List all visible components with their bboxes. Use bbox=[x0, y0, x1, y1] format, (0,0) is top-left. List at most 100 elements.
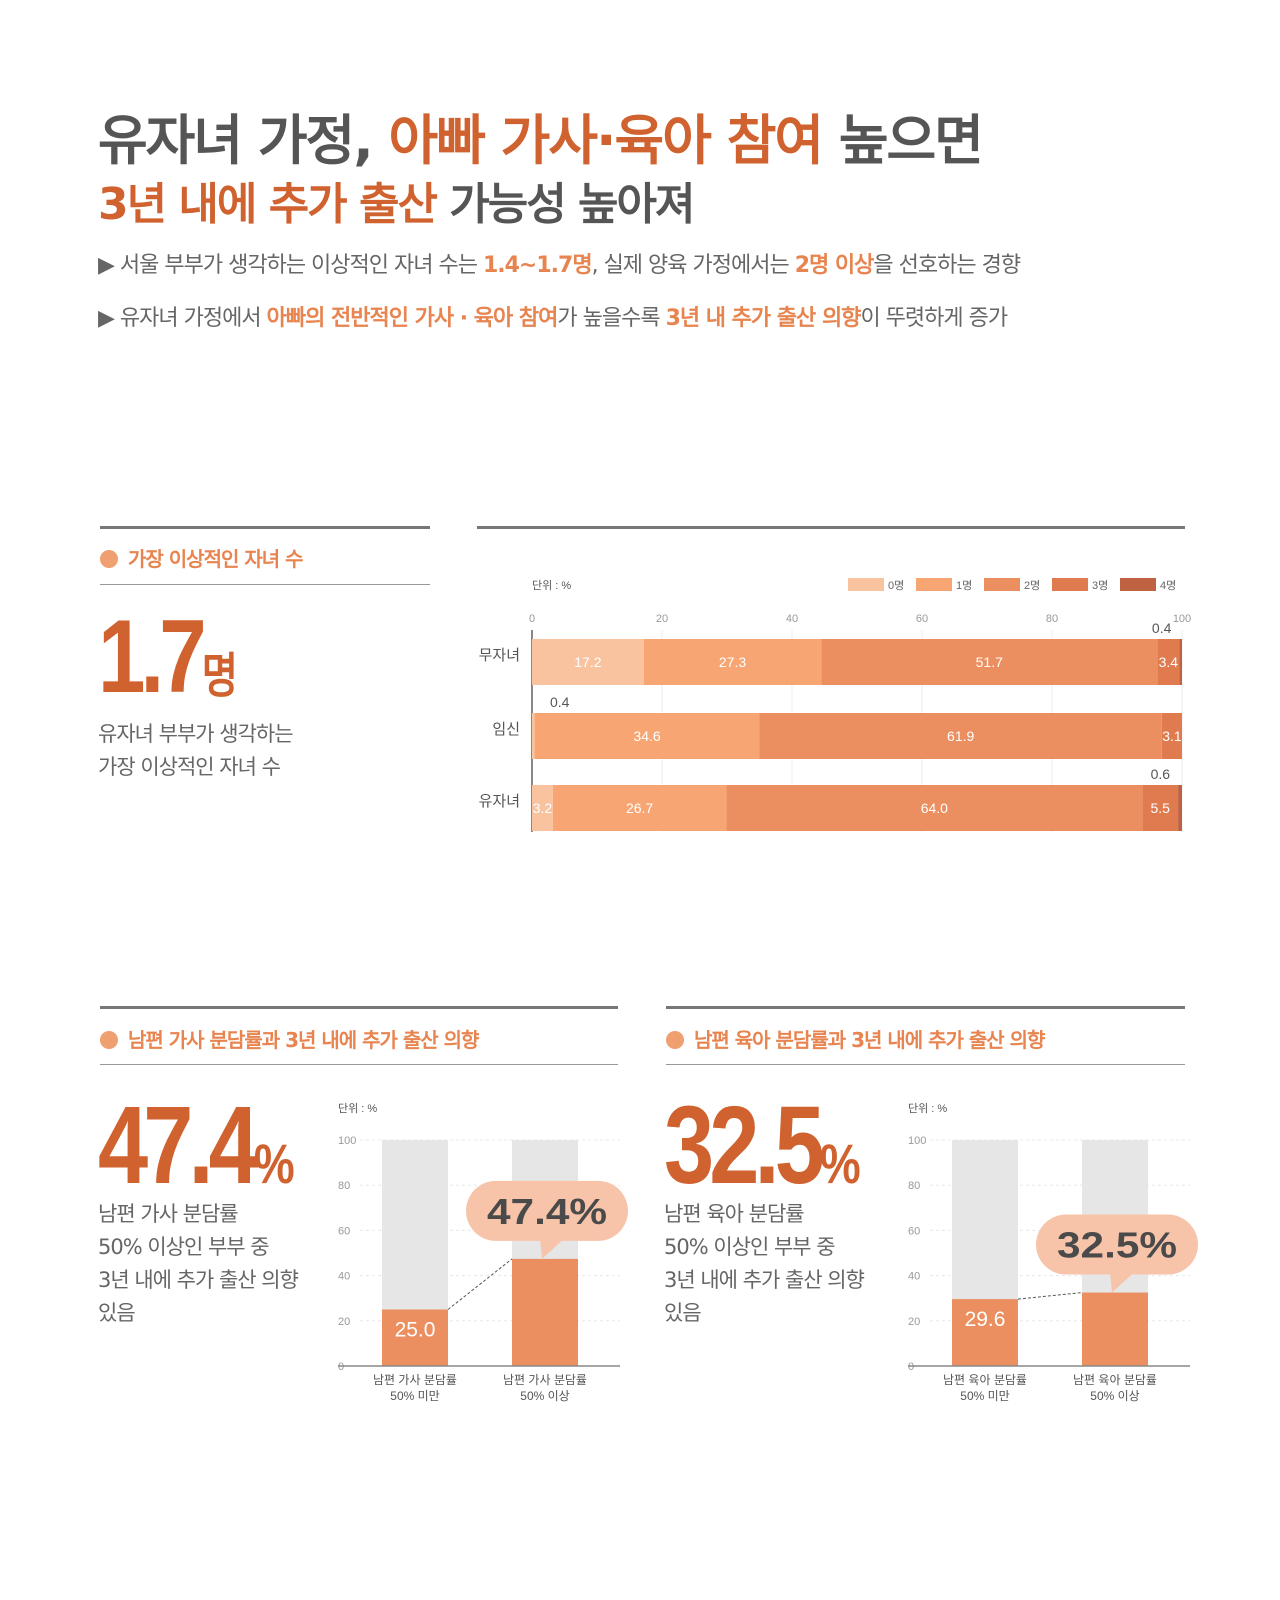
text: , 실제 양육 가정에서는 bbox=[591, 253, 795, 278]
unit-label: 단위 : % bbox=[908, 1102, 947, 1115]
x-category-label: 50% 미만 bbox=[390, 1389, 439, 1403]
x-category-label: 남편 가사 분담률 bbox=[373, 1373, 457, 1387]
y-tick-label: 60 bbox=[338, 1225, 350, 1237]
category-label: 임신 bbox=[492, 721, 520, 738]
bullet-dot-icon bbox=[100, 550, 118, 568]
x-category-label: 50% 미만 bbox=[960, 1389, 1009, 1403]
section-title-text: 남편 가사 분담률과 3년 내에 추가 출산 의향 bbox=[128, 1028, 479, 1052]
desc-line: 3년 내에 추가 출산 의향 bbox=[98, 1268, 299, 1292]
bar-segment bbox=[532, 785, 553, 831]
title-highlight: 3년 내에 추가 출산 bbox=[98, 179, 438, 230]
callout-bubble bbox=[466, 1180, 628, 1241]
bar-segment bbox=[532, 639, 644, 685]
x-category-label: 남편 육아 분담률 bbox=[943, 1373, 1027, 1387]
y-tick-label: 80 bbox=[338, 1180, 350, 1192]
stat-description: 유자녀 부부가 생각하는 가장 이상적인 자녀 수 bbox=[98, 718, 294, 784]
stat-unit: % bbox=[819, 1132, 861, 1195]
stat-description: 남편 육아 분담률 50% 이상인 부부 중 3년 내에 추가 출산 의향 있음 bbox=[664, 1198, 865, 1330]
data-label: 5.5 bbox=[1150, 800, 1170, 816]
data-label: 27.3 bbox=[719, 654, 746, 670]
bar-segment bbox=[821, 639, 1158, 685]
y-tick-label: 100 bbox=[338, 1135, 356, 1147]
y-tick-label: 20 bbox=[338, 1316, 350, 1328]
bullet-dot-icon bbox=[666, 1031, 684, 1049]
title-part: 가능성 높아져 bbox=[435, 179, 695, 230]
desc-line: 50% 이상인 부부 중 bbox=[664, 1235, 836, 1259]
highlight: 3년 내 추가 출산 의향 bbox=[665, 306, 862, 331]
text: 이 뚜렷하게 증가 bbox=[860, 306, 1008, 331]
y-tick-label: 40 bbox=[908, 1271, 920, 1283]
divider bbox=[100, 584, 430, 585]
connector-line bbox=[1017, 1292, 1083, 1300]
bar-segment bbox=[534, 713, 760, 759]
highlight: 2명 이상 bbox=[794, 253, 875, 278]
x-tick-label: 0 bbox=[529, 613, 535, 625]
title-highlight: 아빠 가사·육아 참여 bbox=[388, 109, 825, 172]
bar-segment bbox=[726, 785, 1143, 831]
data-label: 3.2 bbox=[533, 800, 553, 816]
unit-label: 단위 : % bbox=[338, 1102, 377, 1115]
x-category-label: 50% 이상 bbox=[520, 1389, 569, 1403]
text: 을 선호하는 경향 bbox=[873, 253, 1021, 278]
data-label: 51.7 bbox=[976, 654, 1003, 670]
data-label: 26.7 bbox=[626, 800, 653, 816]
callout-value: 32.5% bbox=[1057, 1225, 1177, 1266]
x-category-label: 남편 육아 분담률 bbox=[1073, 1373, 1157, 1387]
bar-segment bbox=[643, 639, 822, 685]
bar bbox=[952, 1299, 1018, 1366]
bullet-1: ▶ 서울 부부가 생각하는 이상적인 자녀 수는 1.4~1.7명, 실제 양육… bbox=[98, 247, 1021, 279]
section-title: 남편 육아 분담률과 3년 내에 추가 출산 의향 bbox=[666, 1024, 1045, 1053]
desc-line: 있음 bbox=[98, 1301, 136, 1325]
stat-value: 1.7 bbox=[98, 599, 207, 715]
data-label: 3.4 bbox=[1159, 654, 1179, 670]
desc-line: 유자녀 부부가 생각하는 bbox=[98, 722, 294, 746]
bullet-2: ▶ 유자녀 가정에서 아빠의 전반적인 가사 · 육아 참여가 높을수록 3년 … bbox=[98, 300, 1008, 332]
divider bbox=[100, 1064, 618, 1065]
childcare-bar-chart: 단위 : % 0 20 40 60 80 100 남편 육아 분담률 50% 미만 남편 육아 분… bbox=[908, 1102, 1198, 1403]
desc-line: 50% 이상인 부부 중 bbox=[98, 1235, 270, 1259]
title-line-2: 3년 내에 추가 출산 가능성 높아져 bbox=[98, 168, 695, 232]
unit-label: 단위 : % bbox=[532, 579, 571, 592]
bar bbox=[382, 1309, 448, 1366]
divider bbox=[666, 1006, 1185, 1009]
legend-swatch bbox=[984, 578, 1020, 591]
data-label: 25.0 bbox=[395, 1319, 436, 1342]
callout-value: 47.4% bbox=[487, 1191, 607, 1232]
bar-segment bbox=[1142, 785, 1179, 831]
divider bbox=[666, 1064, 1185, 1065]
section-title: 가장 이상적인 자녀 수 bbox=[100, 543, 303, 572]
desc-line: 남편 육아 분담률 bbox=[664, 1202, 805, 1226]
big-stat: 47.4% bbox=[98, 1082, 295, 1209]
legend-label: 3명 bbox=[1092, 579, 1108, 592]
text: ▶ 서울 부부가 생각하는 이상적인 자녀 수는 bbox=[98, 253, 483, 278]
legend-swatch bbox=[848, 578, 884, 591]
x-tick-label: 60 bbox=[916, 613, 928, 625]
x-tick-label: 40 bbox=[786, 613, 798, 625]
stat-unit: % bbox=[253, 1132, 295, 1195]
data-label: 0.6 bbox=[1151, 766, 1171, 782]
data-label: 64.0 bbox=[921, 800, 948, 816]
bar-segment bbox=[1157, 639, 1180, 685]
title-part: 유자녀 가정, bbox=[98, 109, 389, 172]
data-label: 0.4 bbox=[550, 694, 570, 710]
data-label: 29.6 bbox=[965, 1308, 1006, 1331]
stat-unit: 명 bbox=[201, 650, 239, 703]
y-tick-label: 0 bbox=[338, 1361, 344, 1373]
legend-label: 1명 bbox=[956, 579, 972, 592]
bar-segment bbox=[552, 785, 727, 831]
title-line-1: 유자녀 가정, 아빠 가사·육아 참여 높으면 bbox=[98, 96, 984, 175]
section-title-text: 가장 이상적인 자녀 수 bbox=[128, 547, 303, 571]
y-tick-label: 80 bbox=[908, 1180, 920, 1192]
data-label: 0.4 bbox=[1152, 620, 1172, 636]
bullet-dot-icon bbox=[100, 1031, 118, 1049]
legend-swatch bbox=[916, 578, 952, 591]
x-category-label: 50% 이상 bbox=[1090, 1389, 1139, 1403]
callout-tail bbox=[540, 1238, 564, 1259]
bar bbox=[512, 1258, 578, 1366]
connector-line bbox=[447, 1258, 513, 1310]
big-stat: 1.7명 bbox=[98, 598, 238, 717]
text: 가 높을수록 bbox=[557, 306, 666, 331]
section-title: 남편 가사 분담률과 3년 내에 추가 출산 의향 bbox=[100, 1024, 479, 1053]
data-label: 61.9 bbox=[947, 728, 974, 744]
section-title-text: 남편 육아 분담률과 3년 내에 추가 출산 의향 bbox=[694, 1028, 1045, 1052]
